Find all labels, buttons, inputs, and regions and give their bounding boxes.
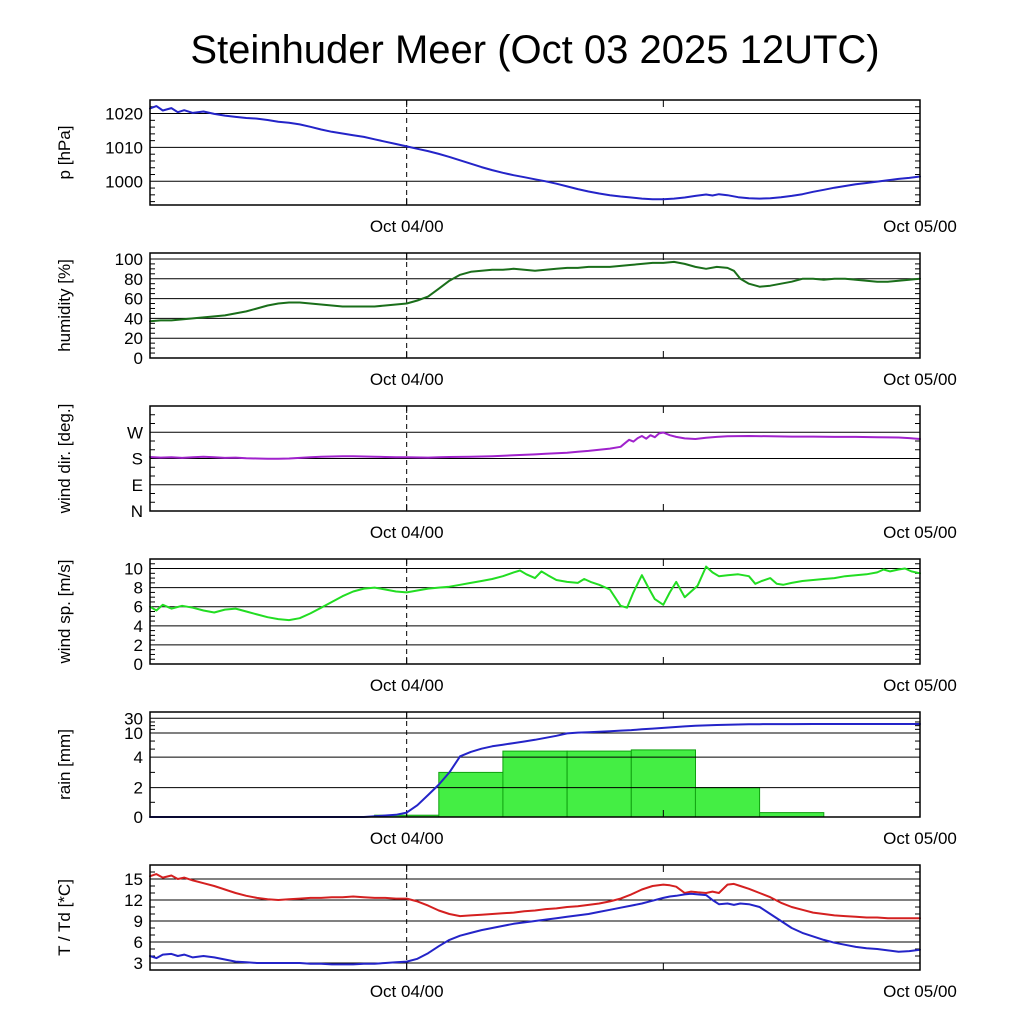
x-tick-label: Oct 05/00 — [883, 523, 957, 542]
rain-bar — [566, 750, 632, 818]
x-tick-label: Oct 05/00 — [883, 982, 957, 1001]
y-tick-label: 4 — [134, 617, 143, 636]
y-tick-label: 80 — [124, 270, 143, 289]
x-tick-label: Oct 05/00 — [883, 370, 957, 389]
series-pressure — [149, 105, 921, 201]
plot-border — [149, 99, 921, 206]
y-tick-label: 1010 — [105, 138, 143, 157]
series-wind-speed — [149, 565, 921, 622]
rain-bar — [630, 749, 696, 818]
rain-bar — [694, 787, 761, 818]
y-tick-label: 0 — [134, 808, 143, 827]
y-axis-title-pressure: p [hPa] — [55, 126, 74, 180]
y-tick-label: 60 — [124, 290, 143, 309]
y-axis-title-temperature: T / Td [*C] — [55, 879, 74, 956]
panel-pressure: 1000 1010 1020 p [hPa] Oct 04/00 Oct 05/00 — [55, 99, 957, 236]
y-axis-title-humidity: humidity [%] — [55, 259, 74, 352]
y-tick-label: S — [132, 450, 143, 469]
plot-border — [149, 252, 921, 359]
y-tick-label: 40 — [124, 309, 143, 328]
y-tick-label: 4 — [134, 748, 143, 767]
x-tick-label: Oct 04/00 — [370, 676, 444, 695]
x-tick-label: Oct 04/00 — [370, 523, 444, 542]
y-tick-label: 10 — [124, 724, 143, 743]
y-tick-label: 6 — [134, 933, 143, 952]
y-tick-label: 20 — [124, 329, 143, 348]
x-tick-label: Oct 04/00 — [370, 829, 444, 848]
series-rain-accumulated — [149, 723, 921, 818]
plot-area-pressure: 1000 1010 1020 — [105, 99, 921, 206]
y-tick-label: 9 — [134, 912, 143, 931]
y-tick-label: 6 — [134, 598, 143, 617]
series-temperature — [149, 873, 921, 920]
plot-border — [149, 405, 921, 512]
y-tick-label: E — [132, 476, 143, 495]
series-humidity — [149, 260, 921, 323]
rain-bar — [438, 771, 504, 818]
x-tick-label: Oct 04/00 — [370, 982, 444, 1001]
series-wind-direction — [149, 431, 921, 460]
x-tick-label: Oct 05/00 — [883, 829, 957, 848]
y-tick-label: 0 — [134, 349, 143, 368]
y-axis-title-wind-direction: wind dir. [deg.] — [55, 404, 74, 515]
y-tick-label: 1000 — [105, 172, 143, 191]
y-tick-label: 0 — [134, 655, 143, 674]
y-tick-label: 2 — [134, 779, 143, 798]
plot-border — [149, 711, 921, 818]
plot-border — [149, 558, 921, 665]
x-tick-label: Oct 05/00 — [883, 676, 957, 695]
y-tick-label: N — [131, 502, 143, 521]
y-tick-label: 100 — [115, 250, 143, 269]
panel-temperature: 3 6 9 12 15 T / Td [*C] Oct 04/00 Oct 05/00 — [55, 864, 957, 1001]
y-tick-label: 1020 — [105, 105, 143, 124]
x-tick-label: Oct 05/00 — [883, 217, 957, 236]
y-tick-label: 10 — [124, 560, 143, 579]
plot-border — [149, 864, 921, 971]
y-tick-label: 12 — [124, 891, 143, 910]
series-dewpoint — [149, 892, 921, 966]
y-axis-title-wind-speed: wind sp. [m/s] — [55, 560, 74, 665]
x-tick-label: Oct 04/00 — [370, 370, 444, 389]
plot-area-temperature: 3 6 9 12 15 — [124, 864, 921, 973]
y-tick-label: 30 — [124, 709, 143, 728]
y-tick-label: 8 — [134, 579, 143, 598]
y-tick-label: W — [127, 423, 143, 442]
y-axis-title-rain: rain [mm] — [55, 729, 74, 800]
chart-title: Steinhuder Meer (Oct 03 2025 12UTC) — [190, 28, 880, 72]
y-tick-label: 2 — [134, 636, 143, 655]
y-tick-label: 3 — [134, 954, 143, 973]
x-tick-label: Oct 04/00 — [370, 217, 444, 236]
rain-bar — [502, 750, 568, 818]
y-tick-label: 15 — [124, 870, 143, 889]
